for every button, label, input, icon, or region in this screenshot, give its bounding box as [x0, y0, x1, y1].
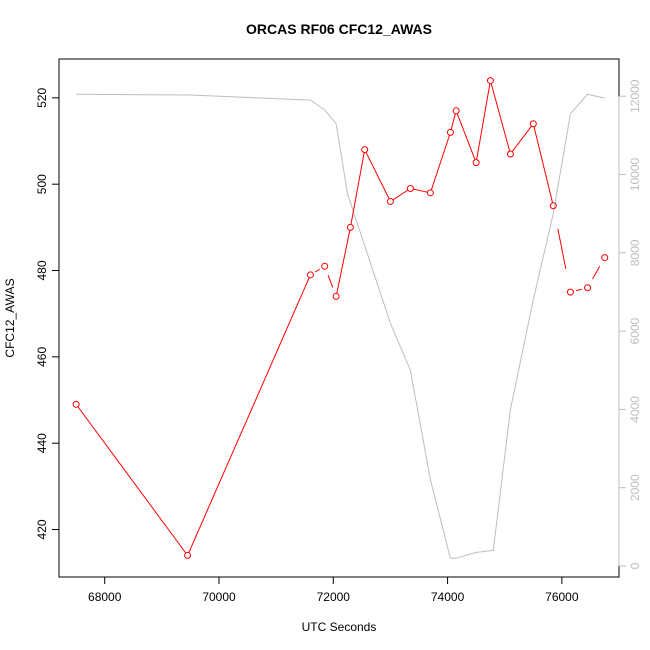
series-segment — [533, 126, 554, 203]
data-point — [486, 77, 494, 85]
series-segment — [456, 551, 477, 559]
y2-tick-label: 10000 — [628, 157, 642, 191]
series-segment — [392, 189, 409, 201]
data-point — [601, 254, 609, 262]
data-point — [566, 288, 574, 296]
y2-tick-label: 6000 — [628, 317, 642, 344]
plot-frame — [58, 58, 620, 578]
data-point — [184, 551, 192, 559]
data-point — [584, 284, 592, 292]
y-tick-label: 440 — [35, 433, 49, 453]
x-axis-label: UTC Seconds — [302, 620, 377, 634]
x-tick-label: 72000 — [317, 590, 351, 604]
y2-tick-label: 0 — [628, 562, 642, 569]
data-point — [472, 159, 480, 167]
series-segment — [492, 409, 511, 551]
series-segment — [532, 213, 554, 300]
data-point — [321, 262, 329, 270]
x-tick-label: 68000 — [88, 590, 122, 604]
data-point — [72, 400, 80, 408]
data-point — [361, 146, 369, 154]
data-point — [426, 189, 434, 197]
series-segment — [456, 113, 476, 160]
x-axis: 68000 70000 72000 74000 76000 — [88, 576, 579, 604]
y-tick-label: 500 — [35, 174, 49, 194]
y2-tick-label: 12000 — [628, 79, 642, 113]
series-segment — [509, 299, 534, 410]
series-segment — [557, 228, 567, 270]
data-point — [529, 120, 537, 128]
series-segment — [570, 93, 588, 115]
data-point — [452, 107, 460, 115]
series-segment — [77, 406, 187, 554]
y-tick-label: 480 — [35, 260, 49, 280]
x-tick-label: 70000 — [202, 590, 236, 604]
data-point — [306, 271, 314, 279]
series-segment — [336, 230, 351, 294]
data-point — [406, 185, 414, 192]
series-segment — [587, 93, 605, 99]
right-series-layer — [76, 93, 605, 559]
y-tick-label: 460 — [35, 347, 49, 367]
data-point — [446, 128, 454, 136]
data-point — [506, 150, 514, 158]
chart-title: ORCAS RF06 CFC12_AWAS — [246, 21, 432, 37]
series-segment — [552, 113, 571, 214]
y2-tick-label: 4000 — [628, 396, 642, 423]
series-segment — [490, 83, 511, 152]
data-point — [346, 223, 354, 231]
series-segment — [335, 123, 349, 195]
y-axis: 420 440 460 480 500 520 — [35, 88, 60, 540]
series-segment — [476, 83, 491, 160]
x-tick-label: 74000 — [431, 590, 465, 604]
data-point — [332, 292, 340, 300]
secondary-y-axis: 0 2000 4000 6000 8000 10000 12000 — [618, 79, 642, 569]
series-segment — [310, 99, 325, 111]
series-segment — [413, 188, 428, 193]
series-segment — [361, 236, 391, 324]
series-segment — [365, 152, 390, 199]
y2-tick-label: 2000 — [628, 474, 642, 501]
series-segment — [592, 266, 601, 280]
series-segment — [324, 109, 337, 124]
left-series-layer — [72, 77, 609, 559]
y-axis-label: CFC12_AWAS — [3, 278, 17, 357]
data-point — [549, 202, 557, 210]
series-segment — [429, 479, 451, 559]
data-point — [386, 197, 394, 205]
y2-tick-label: 8000 — [628, 239, 642, 266]
series-segment — [409, 370, 431, 480]
y-tick-label: 420 — [35, 519, 49, 539]
series-segment — [430, 135, 450, 191]
x-tick-label: 76000 — [545, 590, 579, 604]
series-segment — [347, 193, 363, 238]
series-segment — [450, 113, 456, 130]
y-tick-label: 520 — [35, 88, 49, 108]
series-segment — [76, 93, 191, 96]
series-segment — [190, 94, 311, 101]
series-segment — [476, 549, 494, 553]
series-segment — [188, 277, 310, 553]
series-segment — [315, 268, 321, 273]
series-segment — [511, 125, 532, 152]
series-segment — [389, 323, 411, 371]
series-segment — [327, 274, 334, 288]
series-segment — [576, 288, 582, 292]
series-segment — [350, 152, 365, 225]
